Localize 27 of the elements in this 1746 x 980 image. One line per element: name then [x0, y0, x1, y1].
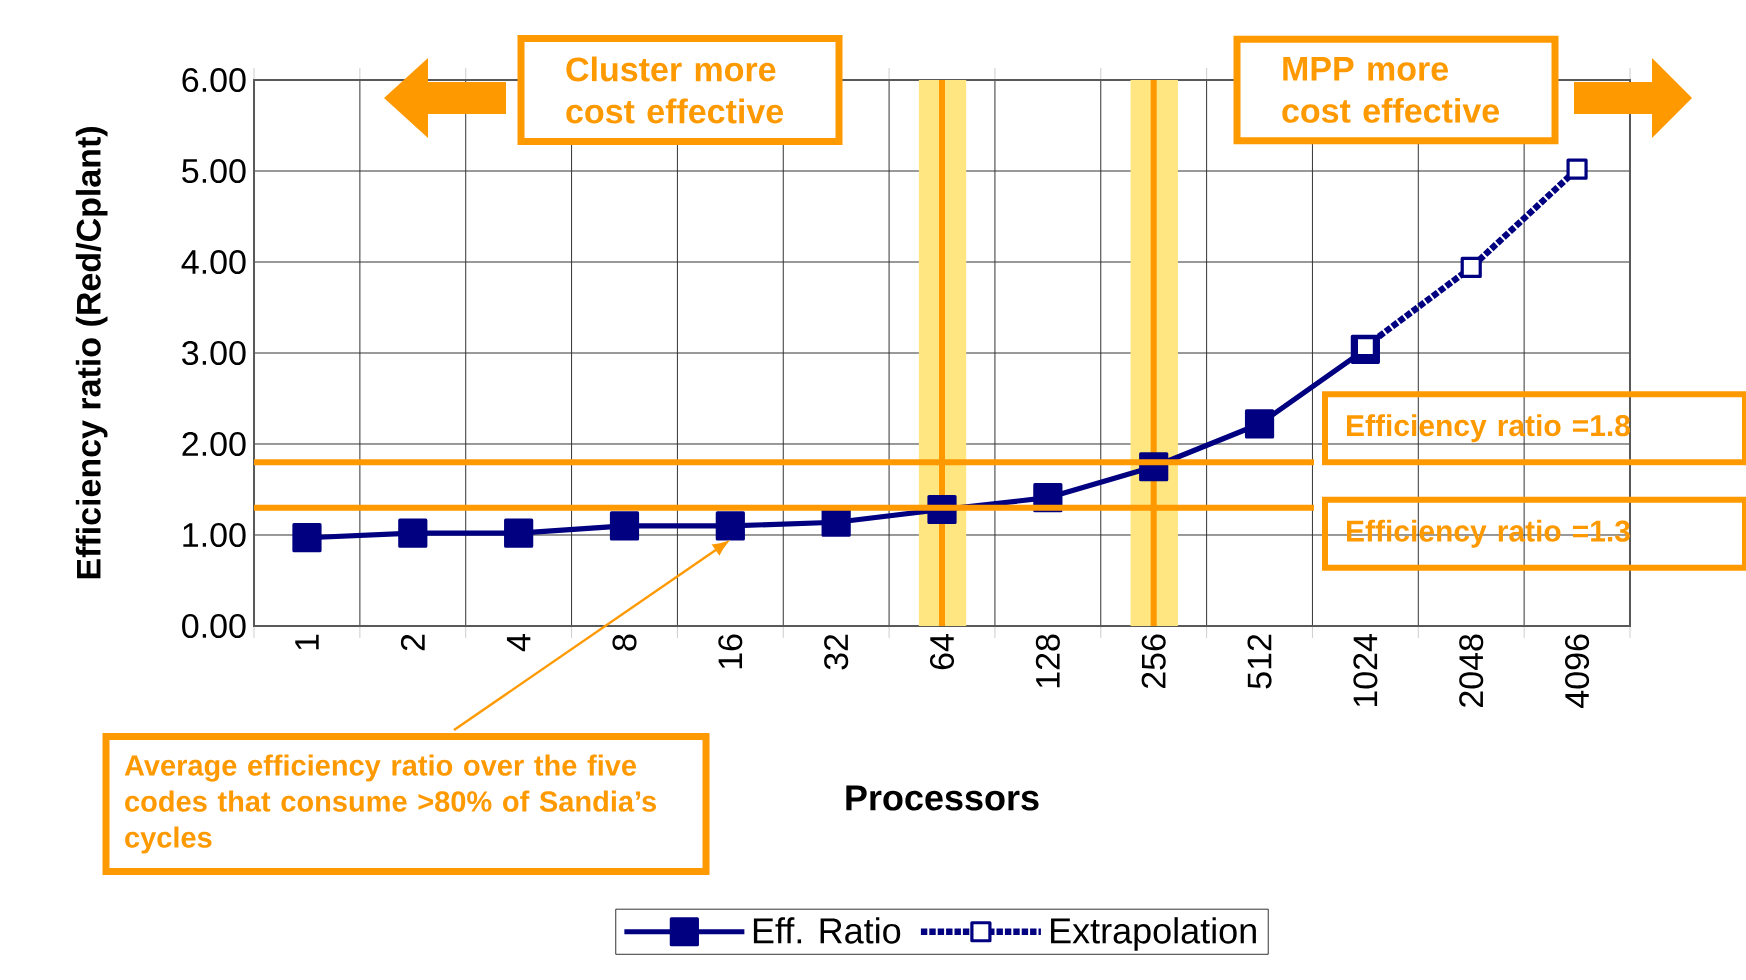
legend-label: Extrapolation	[1051, 917, 1256, 951]
x-tick-label: 128	[1035, 634, 1060, 688]
annotation: Cluster more cost effective	[566, 56, 784, 124]
y-tick-label: 1.00	[183, 522, 246, 548]
x-tick-label: 256	[1141, 634, 1166, 689]
x-tick-label: 32	[824, 634, 849, 670]
y-tick-label: 5.00	[182, 158, 246, 184]
x-tick-label: 512	[1247, 634, 1272, 689]
y-tick-label: 6.00	[182, 67, 246, 93]
annotation: MPP more cost effective	[1282, 57, 1500, 123]
y-tick-label: 2.00	[182, 431, 246, 457]
x-tick-label: 16	[718, 634, 743, 669]
x-tick-label: 4096	[1565, 634, 1590, 708]
x-axis-title: Processors	[846, 785, 1039, 811]
x-tick-label: 2048	[1459, 634, 1484, 707]
text: Average efficiency ratio over the five codes that consume >80% of Sandia’s cycles	[124, 754, 657, 854]
y-tick-label: 0.00	[182, 613, 246, 639]
x-tick-label: 1024	[1353, 634, 1378, 707]
y-tick-label: 4.00	[181, 249, 246, 275]
y-axis-title: Efficiency ratio (Red/Cplant)	[75, 127, 108, 579]
x-tick-label: 2	[400, 634, 425, 651]
x-tick-label: 64	[929, 634, 955, 670]
y-tick-label: 3.00	[182, 340, 246, 366]
x-tick-label: 1	[295, 634, 319, 650]
legend-label: Eff. Ratio	[753, 917, 901, 944]
x-tick-label: 8	[612, 634, 637, 651]
x-tick-label: 4	[506, 634, 531, 652]
